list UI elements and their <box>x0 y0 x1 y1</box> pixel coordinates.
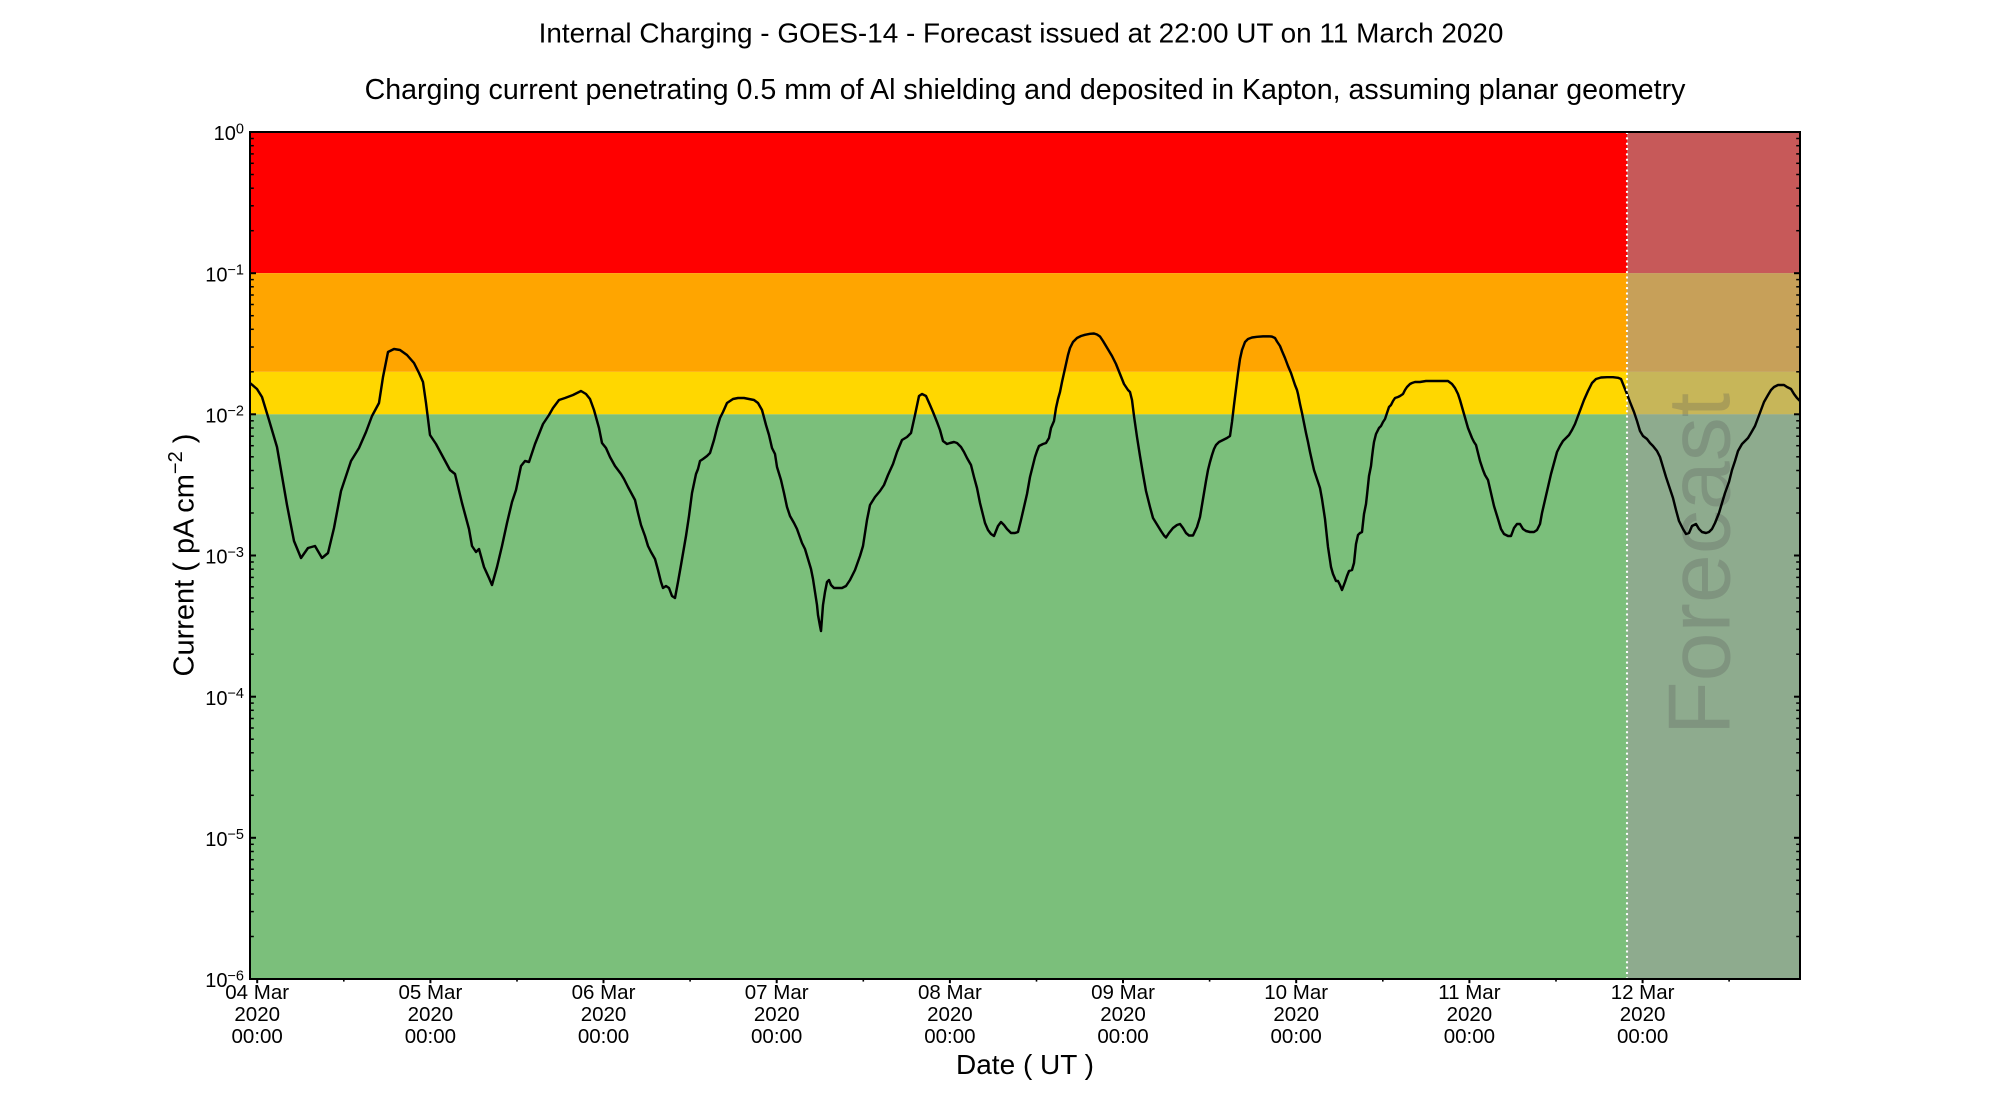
svg-text:04 Mar: 04 Mar <box>225 981 289 1004</box>
svg-text:00:00: 00:00 <box>578 1025 629 1048</box>
svg-text:2020: 2020 <box>754 1003 800 1026</box>
svg-text:00:00: 00:00 <box>924 1025 975 1048</box>
svg-text:2020: 2020 <box>1620 1003 1666 1026</box>
svg-text:11 Mar: 11 Mar <box>1438 981 1500 1004</box>
svg-text:00:00: 00:00 <box>232 1025 283 1048</box>
svg-text:Charging current penetrating 0: Charging current penetrating 0.5 mm of A… <box>365 74 1687 106</box>
svg-text:2020: 2020 <box>1447 1003 1493 1026</box>
svg-text:2020: 2020 <box>581 1003 627 1026</box>
svg-text:00:00: 00:00 <box>1617 1025 1668 1048</box>
svg-text:08 Mar: 08 Mar <box>918 981 982 1004</box>
svg-text:05 Mar: 05 Mar <box>398 981 462 1004</box>
svg-text:Date ( UT ): Date ( UT ) <box>956 1049 1094 1080</box>
svg-text:00:00: 00:00 <box>1097 1025 1148 1048</box>
svg-text:06 Mar: 06 Mar <box>572 981 636 1004</box>
svg-text:07 Mar: 07 Mar <box>745 981 809 1004</box>
svg-text:09 Mar: 09 Mar <box>1091 981 1155 1004</box>
svg-text:10 Mar: 10 Mar <box>1264 981 1328 1004</box>
svg-text:00:00: 00:00 <box>405 1025 456 1048</box>
svg-text:12 Mar: 12 Mar <box>1611 981 1675 1004</box>
svg-text:Internal Charging - GOES-14 -: Internal Charging - GOES-14 - Forecast i… <box>539 18 1504 49</box>
svg-text:2020: 2020 <box>408 1003 454 1026</box>
svg-text:00:00: 00:00 <box>751 1025 802 1048</box>
svg-text:Forecast: Forecast <box>1649 393 1748 735</box>
svg-text:2020: 2020 <box>1100 1003 1146 1026</box>
svg-text:00:00: 00:00 <box>1271 1025 1322 1048</box>
svg-text:2020: 2020 <box>1273 1003 1319 1026</box>
svg-text:00:00: 00:00 <box>1444 1025 1495 1048</box>
svg-text:2020: 2020 <box>234 1003 280 1026</box>
svg-text:2020: 2020 <box>927 1003 973 1026</box>
